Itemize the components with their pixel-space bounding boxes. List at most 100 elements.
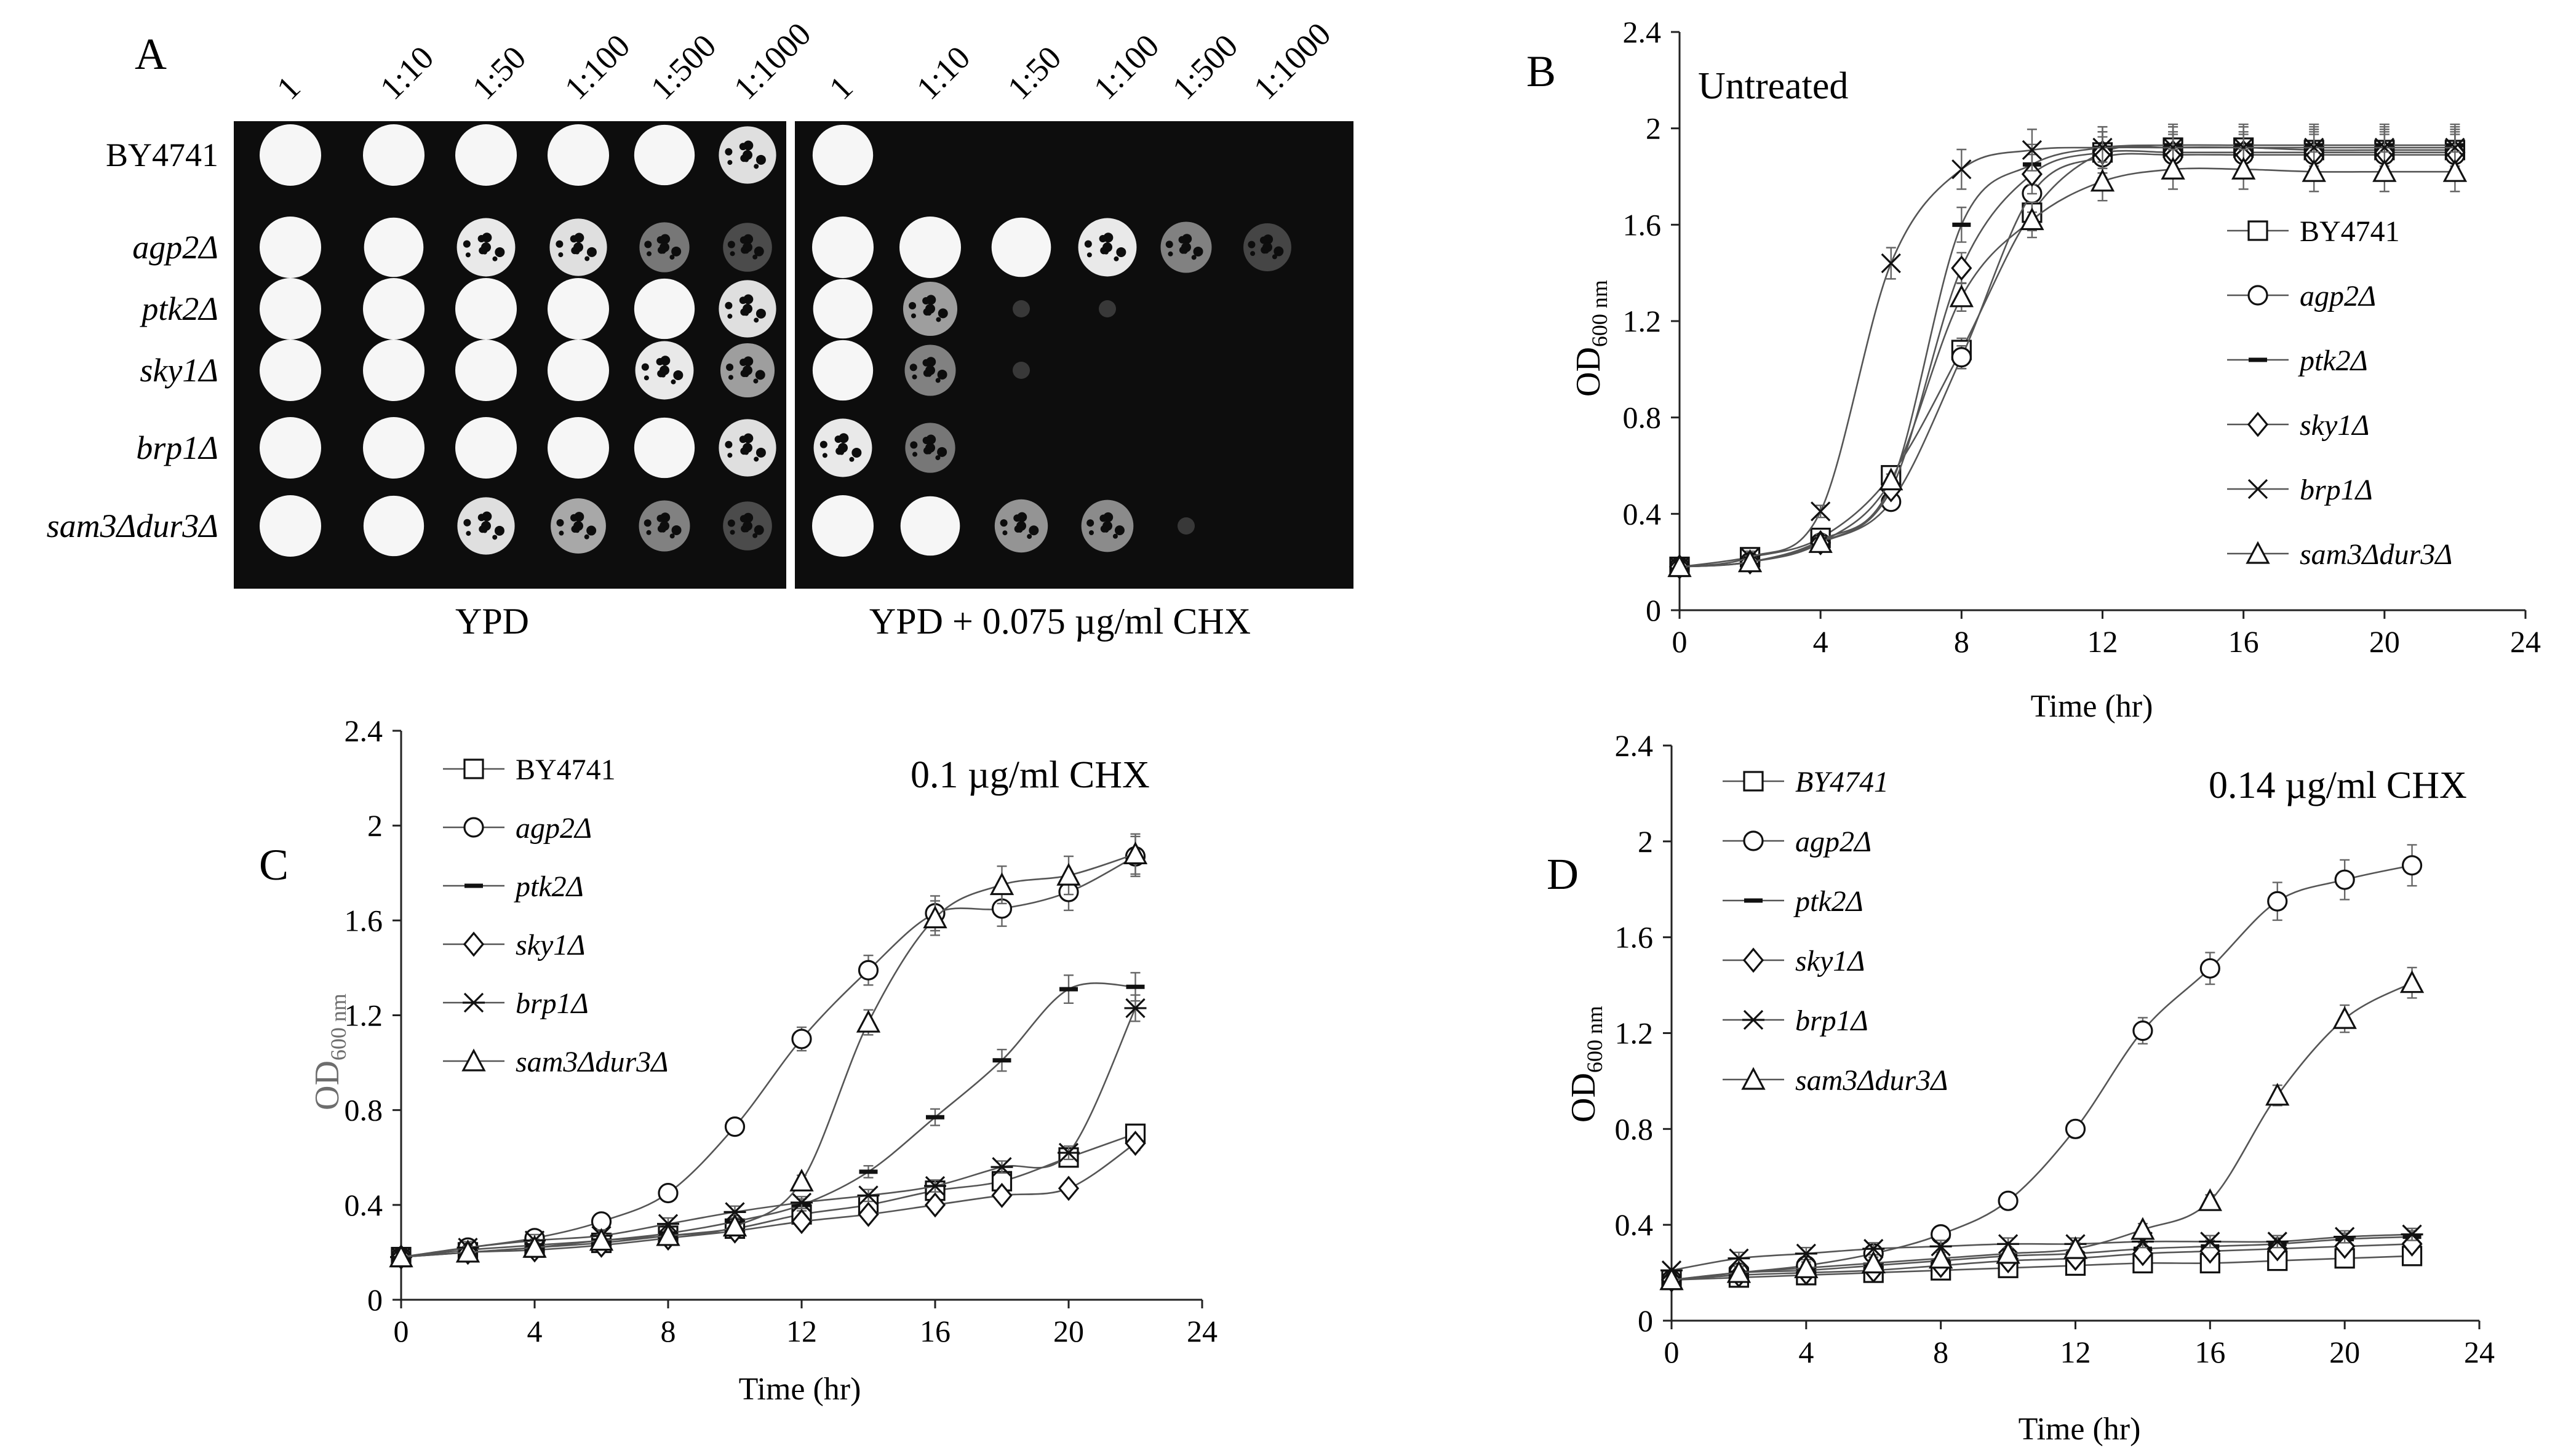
colony-spot xyxy=(455,124,517,186)
legend-label: sam3Δdur3Δ xyxy=(1795,1064,1948,1097)
series-line xyxy=(401,1008,1136,1258)
colony-speckle xyxy=(556,240,564,248)
colony-speckle xyxy=(753,378,759,384)
legend-label: brp1Δ xyxy=(516,987,589,1020)
legend-marker xyxy=(463,992,485,1013)
colony-speckle xyxy=(727,453,733,458)
colony-speckle xyxy=(1099,514,1107,522)
y-tick-label: 0 xyxy=(1638,1303,1653,1338)
legend-label: agp2Δ xyxy=(2300,280,2376,312)
colony-spot xyxy=(260,340,321,401)
colony-speckle xyxy=(912,452,918,457)
panel-d-letter: D xyxy=(1547,849,1579,899)
colony-speckle xyxy=(935,455,941,461)
colony-speckle xyxy=(669,533,675,539)
colony-speckle xyxy=(656,358,664,366)
data-point xyxy=(1879,467,1903,491)
panel-c-ylabel-main: OD xyxy=(308,1060,346,1110)
colony-speckle xyxy=(1104,527,1109,533)
colony-spot xyxy=(363,278,425,340)
y-tick-label: 2.4 xyxy=(1623,15,1662,49)
colony-spots xyxy=(260,124,1291,557)
colony-spot xyxy=(260,124,321,186)
x-tick-label: 8 xyxy=(661,1314,676,1348)
colony-speckle xyxy=(743,443,752,453)
legend-marker xyxy=(2247,412,2269,437)
panel-d-annotation: 0.14 µg/ml CHX xyxy=(2209,765,2467,806)
strain-label: sky1Δ xyxy=(140,352,218,389)
legend-label: ptk2Δ xyxy=(514,870,584,903)
data-point xyxy=(2267,891,2288,912)
colony-speckle xyxy=(725,148,733,156)
colony-speckle xyxy=(1018,527,1023,533)
colony-speckle xyxy=(1000,519,1008,527)
dilution-label: 1:500 xyxy=(1165,27,1245,106)
data-point xyxy=(1861,1251,1886,1274)
x-tick-label: 20 xyxy=(1053,1314,1084,1348)
panel-b-letter: B xyxy=(1526,47,1556,96)
colony-speckle xyxy=(922,437,930,445)
colony-speckle xyxy=(1099,235,1107,243)
panel-d-ylabel-sub: 600 nm xyxy=(1582,1006,1607,1073)
legend-label: BY4741 xyxy=(1795,766,1889,798)
y-tick-label: 0 xyxy=(1646,593,1661,627)
colony-speckle xyxy=(739,359,747,367)
colony-speckle xyxy=(492,535,498,540)
legend-marker xyxy=(463,931,485,957)
colony-spot xyxy=(364,217,424,277)
colony-spot xyxy=(548,417,609,479)
strain-label: agp2Δ xyxy=(132,229,218,266)
panel-b-chart: B Untreated 0 4 8 12 16 20 24 0 0.4 0.8 1.2 1.6 2 2.4… xyxy=(1526,15,2541,724)
data-point xyxy=(2233,137,2254,158)
y-tick-label: 0.4 xyxy=(345,1188,383,1222)
colony-speckle xyxy=(673,370,684,380)
colony-speckle xyxy=(671,379,676,384)
data-point xyxy=(791,1028,812,1049)
y-tick-label: 1.6 xyxy=(1615,920,1654,955)
colony-spot xyxy=(260,495,321,557)
colony-speckle xyxy=(1165,241,1173,249)
colony-spot xyxy=(548,124,609,186)
data-point xyxy=(2092,137,2113,158)
colony-speckle xyxy=(481,521,491,531)
data-point xyxy=(1862,1238,1885,1259)
plate-ypd-chx-label: YPD + 0.075 µg/ml CHX xyxy=(869,601,1251,642)
colony-speckle xyxy=(644,519,652,527)
x-tick-label: 16 xyxy=(2194,1335,2225,1369)
panel-c-letter: C xyxy=(259,840,289,889)
legend-label: brp1Δ xyxy=(2300,474,2373,506)
colony-speckle xyxy=(727,241,735,249)
data-point xyxy=(2374,137,2394,158)
data-point xyxy=(656,1223,680,1246)
strain-label: brp1Δ xyxy=(136,429,218,466)
colony-speckle xyxy=(937,369,947,380)
x-tick-label: 4 xyxy=(1813,624,1828,659)
x-tick-label: 20 xyxy=(2329,1335,2360,1369)
data-point xyxy=(2304,137,2324,158)
legend-label: ptk2Δ xyxy=(1793,885,1863,918)
colony-spot xyxy=(260,217,321,278)
colony-speckle xyxy=(669,255,675,260)
colony-spot xyxy=(1178,517,1195,535)
series-line xyxy=(1671,1243,2412,1281)
dilution-label: 1:100 xyxy=(557,27,637,106)
data-point xyxy=(2401,855,2423,876)
data-point xyxy=(923,905,947,929)
colony-speckle xyxy=(656,514,664,522)
colony-speckle xyxy=(575,528,580,533)
data-point xyxy=(1659,1267,1684,1291)
data-point xyxy=(858,1201,879,1227)
data-point xyxy=(724,1116,746,1137)
legend-marker xyxy=(2247,479,2268,499)
colony-speckle xyxy=(938,308,948,319)
panel-d-chart: D 0.14 µg/ml CHX 0 4 8 12 16 20 24 0 0.4 0.8 1.2 1.… xyxy=(1547,728,2495,1447)
data-point xyxy=(1795,1243,1817,1264)
data-point xyxy=(2445,137,2465,158)
y-tick-label: 0.8 xyxy=(1615,1112,1654,1146)
colony-speckle xyxy=(739,296,747,304)
colony-speckle xyxy=(744,450,749,455)
colony-spot xyxy=(260,278,321,340)
x-tick-label: 24 xyxy=(1187,1314,1218,1348)
data-point xyxy=(455,1239,480,1263)
data-point xyxy=(1058,1176,1080,1201)
